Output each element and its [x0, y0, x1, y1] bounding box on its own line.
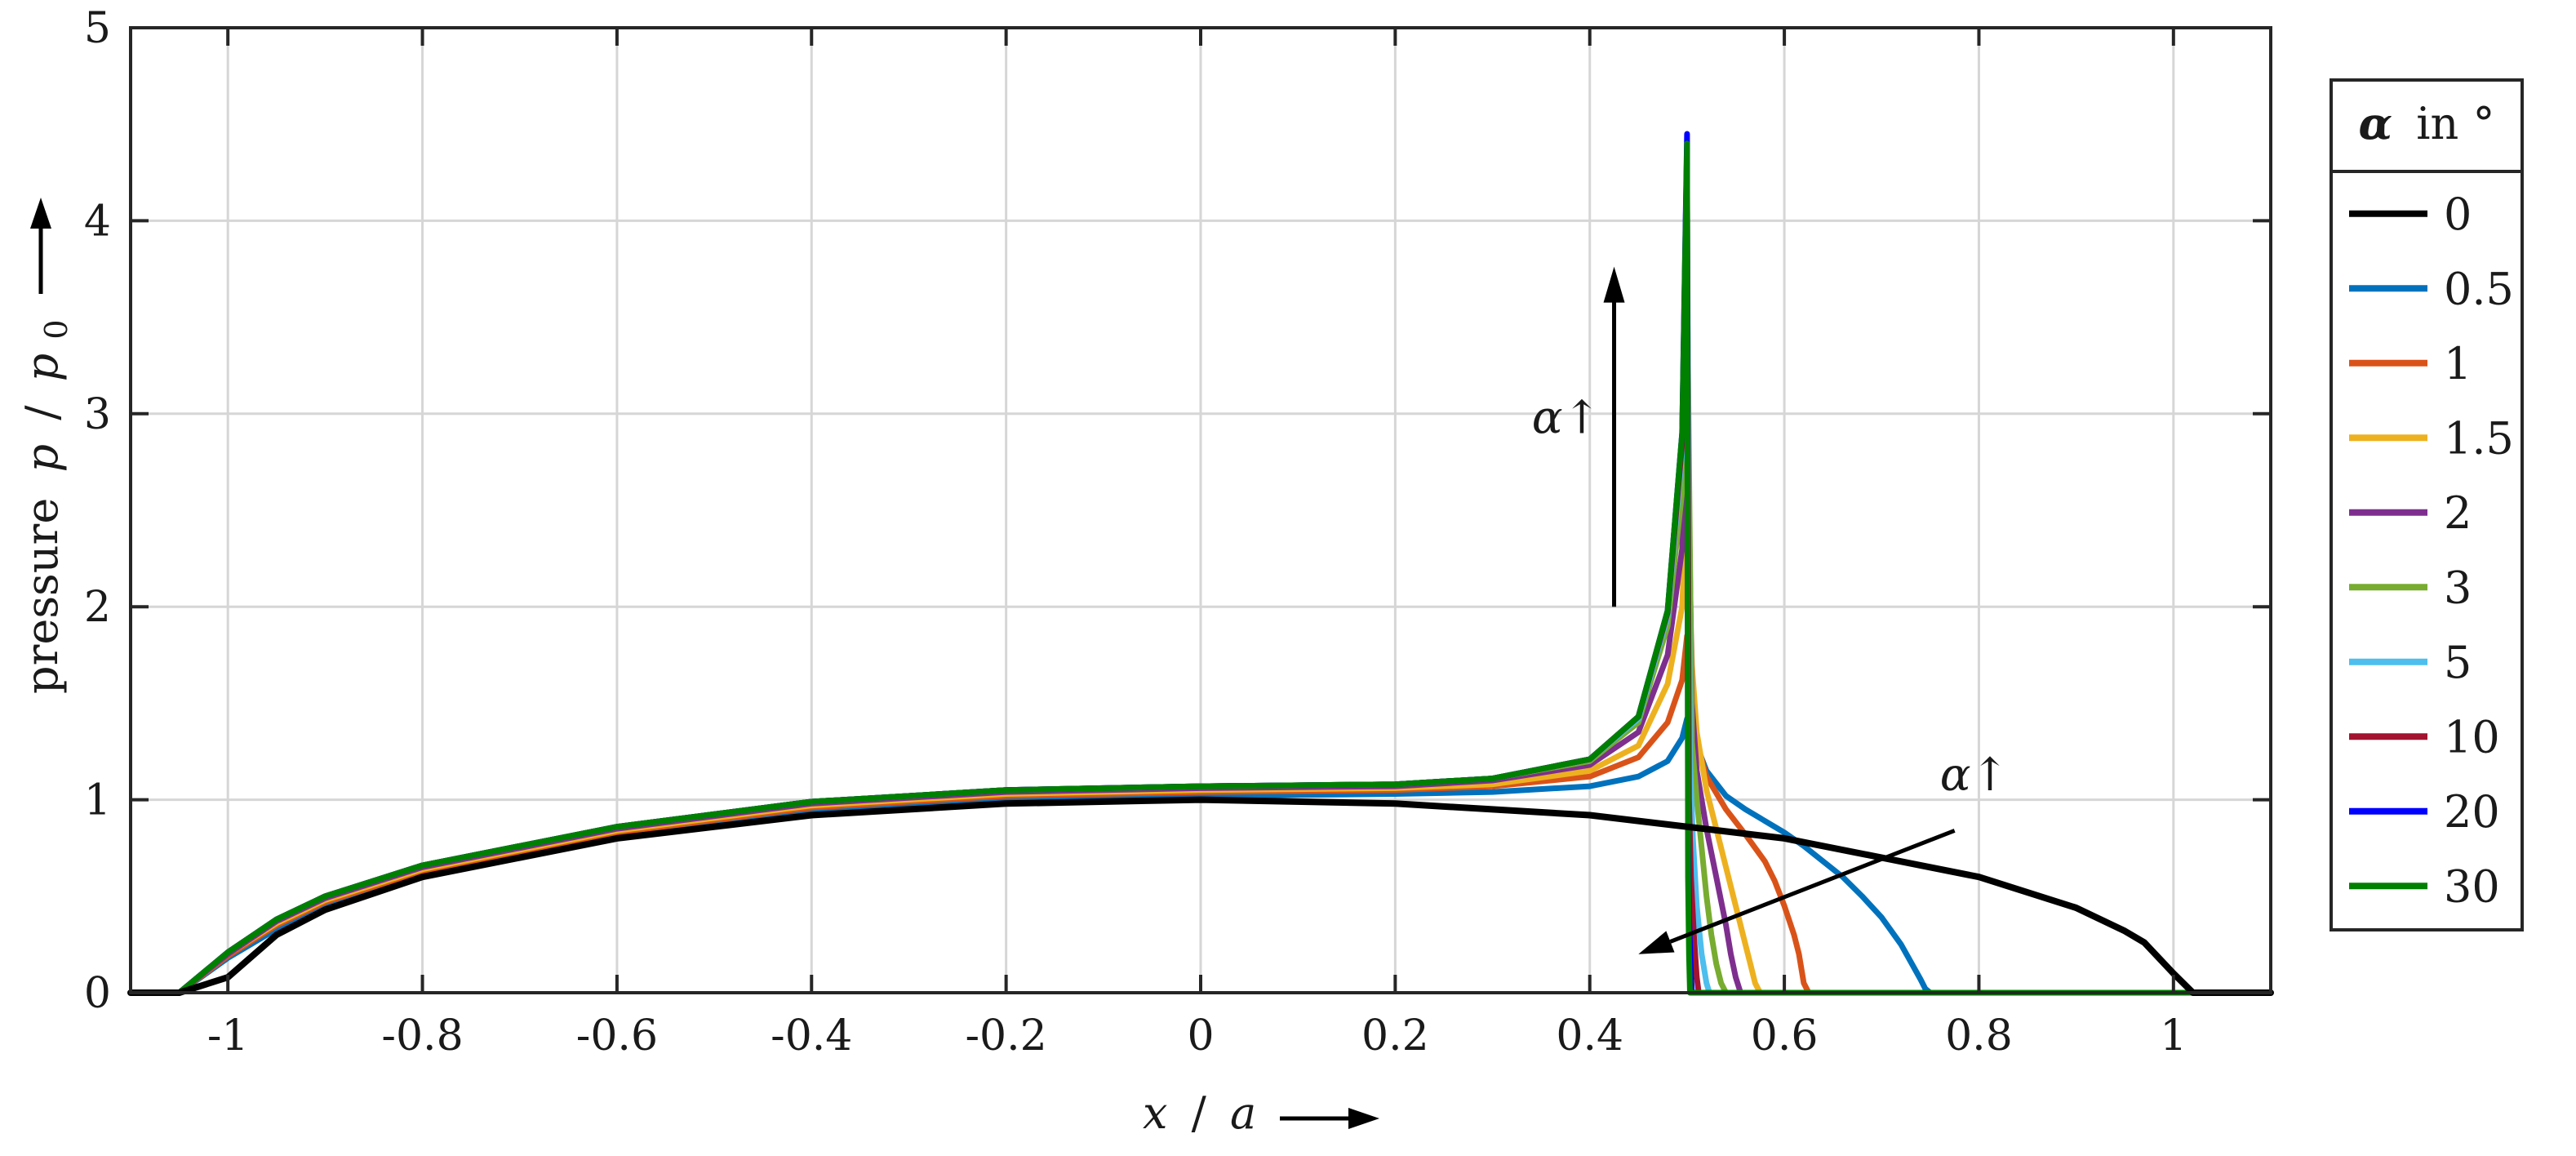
series-line-0: [127, 796, 2274, 996]
legend-entry-5: 5: [2349, 637, 2472, 688]
x-tick-label-9: 0.8: [1945, 1012, 2013, 1060]
y-tick-label-2: 2: [84, 583, 111, 632]
legend-label: 1: [2444, 338, 2472, 389]
x-tick-label-0: -1: [207, 1012, 249, 1060]
y-tick-labels: 0 1 2 3 4 5: [84, 4, 111, 1018]
legend-label: 0.5: [2444, 263, 2514, 314]
x-axis-label-x: x: [1143, 1087, 1167, 1139]
y-axis-label-sub: 0: [38, 319, 74, 339]
y-tick-label-5: 5: [84, 4, 111, 53]
x-axis-arrow-icon: [1280, 1108, 1379, 1129]
legend-label: 30: [2444, 860, 2500, 912]
x-tick-label-5: 0: [1187, 1012, 1214, 1060]
y-tick-label-3: 3: [84, 390, 111, 439]
x-tick-label-1: -0.8: [381, 1012, 463, 1060]
legend-entries: 0 0.5 1 1.5 2 3 5 10 20 30: [2349, 189, 2514, 912]
legend-entry-2: 2: [2349, 487, 2472, 539]
annotation-alpha-increase-edge: α↑: [1940, 749, 2010, 802]
tick-marks: [131, 26, 2271, 994]
legend-label: 0: [2444, 189, 2472, 240]
y-tick-label-4: 4: [84, 197, 111, 246]
legend-title: α in °: [2359, 97, 2495, 149]
legend-entry-20: 20: [2349, 786, 2500, 838]
y-axis-label-p: p: [16, 444, 68, 473]
legend-label: 2: [2444, 487, 2472, 539]
x-tick-label-6: 0.2: [1361, 1012, 1429, 1060]
legend-box: [2330, 78, 2524, 931]
x-tick-label-3: -0.4: [771, 1012, 852, 1060]
series-line-30: [127, 140, 2274, 996]
legend-entry-1_5: 1.5: [2349, 412, 2514, 464]
legend-entry-1: 1: [2349, 338, 2472, 389]
legend-entry-30: 30: [2349, 860, 2500, 912]
series-layer: [127, 131, 2274, 996]
legend-label: 3: [2444, 562, 2472, 613]
legend-label: 5: [2444, 637, 2472, 688]
legend-entry-10: 10: [2349, 711, 2500, 763]
x-tick-label-10: 1: [2160, 1012, 2187, 1060]
x-axis-label-slash: /: [1192, 1087, 1207, 1139]
legend: α in ° 0 0.5 1 1.5 2 3 5 10 20 30: [2330, 78, 2524, 931]
y-axis-arrow-icon: [30, 198, 51, 294]
legend-title-text: in °: [2416, 98, 2494, 149]
y-axis-label: pressure p / p 0: [16, 319, 74, 694]
x-tick-label-4: -0.2: [965, 1012, 1046, 1060]
annotation-layer: α↑ α↑: [1532, 266, 2010, 954]
legend-label: 20: [2444, 786, 2500, 838]
annotation-arrow-diagonal-icon: [1638, 829, 1956, 954]
legend-entry-3: 3: [2349, 562, 2472, 613]
legend-entry-0: 0: [2349, 189, 2472, 240]
legend-entry-0_5: 0.5: [2349, 263, 2514, 314]
y-tick-label-0: 0: [84, 969, 111, 1018]
x-tick-label-8: 0.6: [1751, 1012, 1819, 1060]
x-tick-label-7: 0.4: [1556, 1012, 1623, 1060]
annotation-arrow-up-icon: [1603, 266, 1625, 607]
x-axis-label-a: a: [1230, 1087, 1256, 1139]
legend-label: 1.5: [2444, 412, 2514, 464]
x-tick-labels: -1 -0.8 -0.6 -0.4 -0.2 0 0.2 0.4 0.6 0.8 1: [207, 1012, 2187, 1060]
x-axis-label: x / a: [1143, 1087, 1256, 1139]
y-tick-label-1: 1: [84, 776, 111, 825]
y-axis-label-p0: p: [16, 353, 68, 382]
y-axis-label-slash: /: [16, 405, 68, 420]
y-axis-label-word: pressure: [16, 498, 68, 694]
x-tick-label-2: -0.6: [576, 1012, 658, 1060]
legend-label: 10: [2444, 711, 2500, 763]
legend-title-symbol: α: [2359, 97, 2393, 149]
annotation-alpha-increase-peak: α↑: [1532, 391, 1601, 444]
